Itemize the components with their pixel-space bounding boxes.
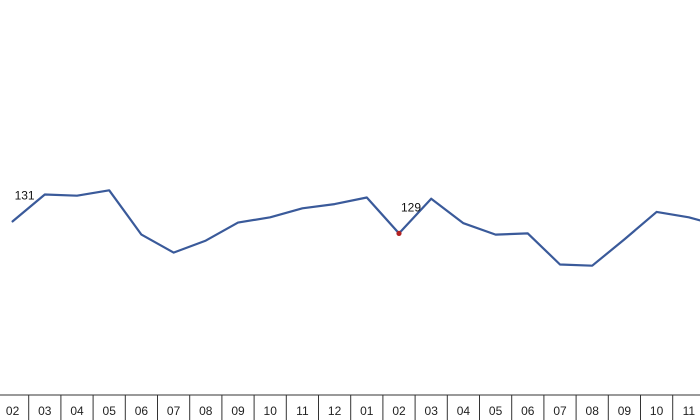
x-tick-label: 02	[6, 404, 20, 418]
x-tick-label: 11	[296, 404, 309, 418]
highlight-point	[396, 230, 402, 237]
x-tick-label: 01	[360, 404, 374, 418]
x-tick-label: 06	[521, 404, 535, 418]
x-tick-label: 12	[328, 404, 342, 418]
x-tick-label: 02	[392, 404, 406, 418]
x-tick-label: 05	[489, 404, 503, 418]
x-tick-label: 03	[425, 404, 439, 418]
x-tick-label: 04	[70, 404, 84, 418]
highlight-markers	[396, 230, 402, 237]
x-tick-label: 06	[135, 404, 149, 418]
x-axis: 02 03 04 05 06 07 08 09 10 11 12 01 02 03 04 05 06 07 08 09…	[0, 394, 700, 420]
data-labels: 131 129	[15, 188, 422, 214]
x-tick-label: 07	[553, 404, 567, 418]
x-tick-labels: 02 03 04 05 06 07 08 09 10 11 12 01 02 03 04 05 06 07 08 09…	[6, 404, 696, 418]
x-tick-label: 05	[103, 404, 117, 418]
data-label: 131	[15, 188, 35, 202]
x-tick-label: 08	[199, 404, 213, 418]
x-tick-label: 09	[231, 404, 245, 418]
x-tick-label: 09	[618, 404, 632, 418]
x-tick-label: 07	[167, 404, 181, 418]
plot-area: 131 129	[11, 188, 700, 267]
x-tick-label: 04	[457, 404, 471, 418]
x-tick-label: 08	[586, 404, 600, 418]
series-line	[11, 189, 700, 267]
x-tick-label: 10	[264, 404, 278, 418]
x-ticks	[28, 395, 674, 420]
x-tick-label: 03	[38, 404, 52, 418]
x-tick-label: 10	[650, 404, 664, 418]
data-label: 129	[401, 200, 421, 214]
x-tick-label: 11	[683, 404, 696, 418]
